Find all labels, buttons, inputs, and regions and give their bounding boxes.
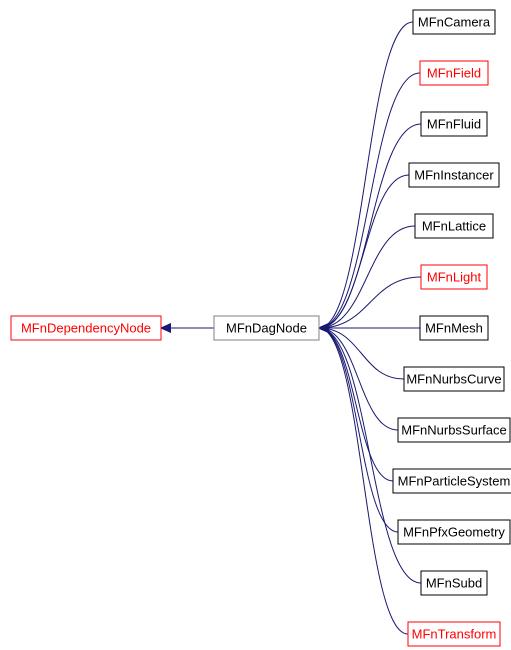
node-subd-label: MFnSubd bbox=[426, 575, 482, 590]
nodes-layer: MFnDependencyNode MFnDagNode MFnCamera MFnF… bbox=[11, 10, 511, 646]
node-dag-label: MFnDagNode bbox=[226, 320, 307, 335]
node-latt[interactable]: MFnLattice bbox=[415, 214, 493, 238]
node-psys-label: MFnParticleSystem bbox=[398, 473, 511, 488]
node-field-label: MFnField bbox=[427, 65, 481, 80]
node-inst-label: MFnInstancer bbox=[414, 167, 494, 182]
node-nsrf[interactable]: MFnNurbsSurface bbox=[398, 418, 510, 442]
node-dag[interactable]: MFnDagNode bbox=[214, 316, 319, 340]
node-ncrv[interactable]: MFnNurbsCurve bbox=[404, 367, 504, 391]
node-xform[interactable]: MFnTransform bbox=[408, 622, 500, 646]
node-pfx-label: MFnPfxGeometry bbox=[403, 524, 505, 539]
node-xform-label: MFnTransform bbox=[412, 626, 497, 641]
node-light[interactable]: MFnLight bbox=[421, 265, 487, 289]
edge-pfx-to-dag bbox=[319, 328, 398, 532]
node-fluid[interactable]: MFnFluid bbox=[421, 112, 487, 136]
node-dep[interactable]: MFnDependencyNode bbox=[11, 316, 161, 340]
node-subd[interactable]: MFnSubd bbox=[421, 571, 487, 595]
node-cam[interactable]: MFnCamera bbox=[413, 10, 495, 34]
node-mesh-label: MFnMesh bbox=[425, 320, 483, 335]
node-psys[interactable]: MFnParticleSystem bbox=[393, 469, 511, 493]
node-mesh[interactable]: MFnMesh bbox=[420, 316, 488, 340]
node-latt-label: MFnLattice bbox=[422, 218, 486, 233]
node-pfx[interactable]: MFnPfxGeometry bbox=[398, 520, 510, 544]
node-inst[interactable]: MFnInstancer bbox=[409, 163, 499, 187]
node-field[interactable]: MFnField bbox=[420, 61, 488, 85]
node-fluid-label: MFnFluid bbox=[427, 116, 481, 131]
inheritance-diagram: MFnDependencyNode MFnDagNode MFnCamera MFnF… bbox=[0, 0, 511, 650]
node-nsrf-label: MFnNurbsSurface bbox=[401, 422, 506, 437]
node-cam-label: MFnCamera bbox=[418, 14, 491, 29]
edge-subd-to-dag bbox=[319, 328, 421, 583]
node-light-label: MFnLight bbox=[427, 269, 482, 284]
node-ncrv-label: MFnNurbsCurve bbox=[406, 371, 501, 386]
edge-cam-to-dag bbox=[319, 22, 413, 328]
node-dep-label: MFnDependencyNode bbox=[21, 320, 151, 335]
edge-psys-to-dag bbox=[319, 328, 393, 481]
edge-field-to-dag bbox=[319, 73, 420, 328]
edge-inst-to-dag bbox=[319, 175, 409, 328]
edge-fluid-to-dag bbox=[319, 124, 421, 328]
